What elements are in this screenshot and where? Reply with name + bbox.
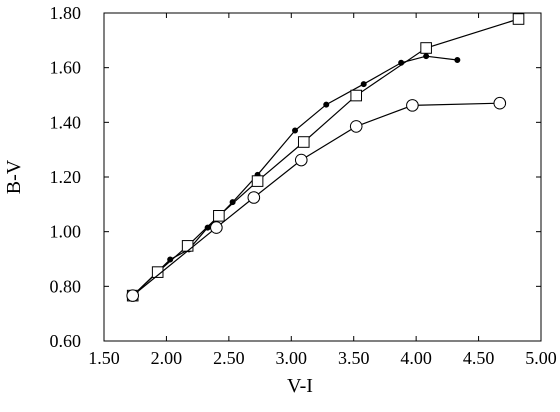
y-tick-label-2: 1.00: [50, 222, 82, 242]
series-2-line: [132, 102, 500, 297]
x-tick-label-2: 2.50: [213, 348, 245, 368]
series-1-point-4: [251, 175, 264, 187]
x-tick-label-1: 2.00: [151, 348, 183, 368]
x-tick-label-4: 3.50: [338, 348, 370, 368]
x-axis-label: V-I: [287, 375, 313, 397]
x-tick-label-5: 4.00: [400, 348, 432, 368]
series-1-point-5: [297, 136, 310, 148]
y-tick-label-6: 1.80: [50, 3, 82, 23]
y-axis-label: B-V: [3, 159, 25, 194]
series-2-point-0: [126, 289, 140, 302]
series-0-point-4: [229, 199, 236, 206]
series-2-point-4: [349, 120, 363, 133]
labels-layer: V-I B-V: [3, 159, 313, 397]
x-tick-label-6: 4.50: [463, 348, 495, 368]
series-0-point-11: [454, 57, 461, 64]
y-tick-label-1: 0.80: [50, 276, 82, 296]
series-1-point-2: [181, 240, 194, 252]
series-2-point-3: [294, 153, 308, 167]
series-0-point-10: [423, 53, 430, 60]
series-layer: [126, 13, 525, 302]
series-1-point-1: [151, 266, 164, 278]
series-0-point-6: [292, 127, 299, 134]
series-1-point-6: [350, 89, 363, 102]
series-0-point-8: [360, 81, 367, 88]
series-0-line: [132, 55, 458, 297]
axes-layer: 1.50 2.00 2.50 3.00 3.50 4.00 4.50 5.00 0.60 0.80…: [50, 3, 557, 368]
x-tick-label-3: 3.00: [276, 348, 308, 368]
series-2-point-5: [406, 99, 419, 112]
x-tick-label-0: 1.50: [88, 348, 120, 368]
series-2-point-1: [210, 221, 223, 234]
series-1-point-3: [213, 210, 225, 222]
series-1-point-7: [420, 42, 432, 54]
series-1-line: [132, 18, 519, 297]
series-0-point-7: [323, 101, 330, 108]
series-1-point-8: [512, 13, 525, 25]
series-2-point-6: [493, 96, 507, 110]
x-tick-label-7: 5.00: [525, 348, 557, 368]
y-tick-label-5: 1.60: [50, 58, 82, 78]
plot-frame: [103, 12, 542, 342]
y-tick-label-3: 1.20: [50, 167, 82, 187]
series-2-point-2: [247, 191, 261, 204]
y-tick-label-0: 0.60: [50, 331, 82, 351]
y-tick-label-4: 1.40: [50, 112, 82, 132]
